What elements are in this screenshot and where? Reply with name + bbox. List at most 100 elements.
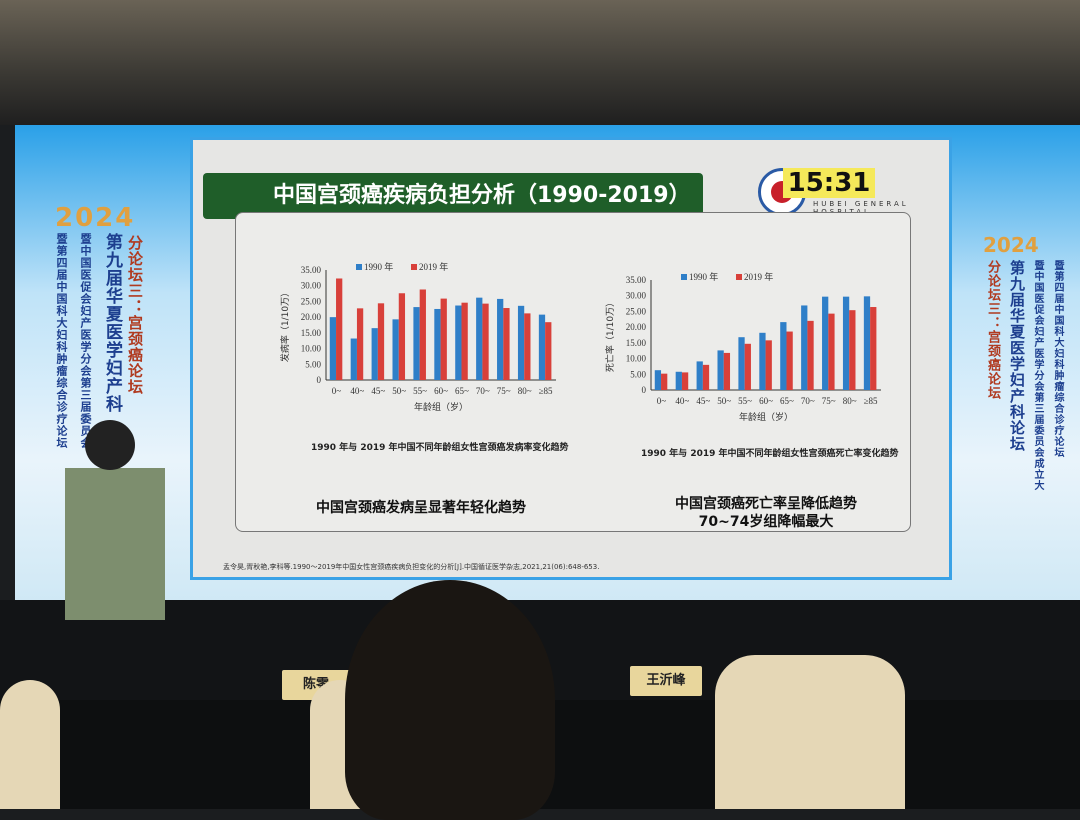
bar-2019 bbox=[681, 372, 689, 390]
banner-forum-right: 分论坛三：宫颈癌论坛 bbox=[985, 260, 1000, 400]
x-tick-label: 45~ bbox=[371, 386, 385, 396]
bar-2019 bbox=[503, 308, 510, 380]
y-tick-label: 25.00 bbox=[301, 296, 322, 306]
x-tick-label: 65~ bbox=[780, 396, 794, 406]
x-tick-label: 50~ bbox=[717, 396, 731, 406]
mortality-caption: 1990 年与 2019 年中国不同年龄组女性宫颈癌死亡率变化趋势 bbox=[641, 449, 899, 459]
y-axis-label: 发病率（1/10万） bbox=[279, 288, 291, 362]
bar-1990 bbox=[517, 305, 525, 380]
x-tick-label: 45~ bbox=[696, 396, 710, 406]
mortality-chart: 0 5.00 10.00 15.00 20.00 25.00 30.00 35.00 死亡率（1… bbox=[604, 271, 881, 423]
x-axis-label: 年龄组（岁） bbox=[414, 401, 468, 413]
y-tick-label: 10.00 bbox=[301, 344, 322, 354]
bar-2019 bbox=[524, 313, 531, 380]
y-tick-label: 30.00 bbox=[301, 281, 322, 291]
bar-2019 bbox=[849, 310, 856, 390]
x-tick-label: 55~ bbox=[738, 396, 752, 406]
bar-1990 bbox=[455, 305, 462, 380]
bar-2019 bbox=[723, 352, 731, 390]
podium bbox=[65, 468, 165, 620]
x-tick-label: 80~ bbox=[843, 396, 857, 406]
right-banner: 2024 分论坛三：宫颈癌论坛 第九届华夏医学妇产科论坛 暨中国医促会妇产医学分… bbox=[955, 125, 1080, 595]
legend-label: 2019 年 bbox=[744, 271, 773, 282]
x-tick-label: 65~ bbox=[455, 386, 469, 396]
conclusion-mortality-1: 中国宫颈癌死亡率呈降低趋势 bbox=[675, 496, 857, 512]
legend-swatch bbox=[411, 264, 417, 270]
bar-2019 bbox=[356, 308, 364, 380]
bar-2019 bbox=[419, 289, 426, 380]
bar-2019 bbox=[545, 322, 552, 380]
y-tick-label: 20.00 bbox=[301, 312, 322, 322]
x-tick-label: 80~ bbox=[518, 386, 532, 396]
x-tick-label: ≥85 bbox=[539, 386, 553, 396]
incidence-chart: 0 5.00 10.00 15.00 20.00 25.00 30.00 35.00 发病率（1… bbox=[279, 261, 556, 413]
ceiling bbox=[0, 0, 1080, 125]
x-tick-label: 60~ bbox=[434, 386, 448, 396]
left-banner: 2024 分论坛三：宫颈癌论坛 第九届华夏医学妇产科 暨中国医促会妇产医学分会第… bbox=[15, 125, 190, 595]
x-tick-label: 55~ bbox=[413, 386, 427, 396]
banner-year-right: 2024 bbox=[983, 233, 1039, 257]
legend-swatch bbox=[736, 274, 742, 280]
bar-1990 bbox=[497, 298, 504, 380]
banner-year: 2024 bbox=[55, 203, 136, 233]
slide: 中国宫颈癌疾病负担分析（1990-2019） 15:31 HUBEI GENER… bbox=[190, 137, 952, 580]
bar-1990 bbox=[738, 337, 745, 390]
x-tick-label: 40~ bbox=[675, 396, 689, 406]
y-tick-label: 15.00 bbox=[626, 338, 647, 348]
y-tick-label: 0 bbox=[317, 375, 322, 385]
y-tick-label: 35.00 bbox=[301, 265, 322, 275]
banner-title-right: 第九届华夏医学妇产科论坛 bbox=[1008, 260, 1026, 452]
banner-forum: 分论坛三：宫颈癌论坛 bbox=[126, 235, 144, 395]
x-tick-label: 70~ bbox=[476, 386, 490, 396]
bar-2019 bbox=[461, 302, 468, 380]
x-tick-label: 40~ bbox=[350, 386, 364, 396]
bar-1990 bbox=[822, 296, 829, 390]
chair bbox=[715, 655, 905, 809]
x-tick-label: 75~ bbox=[497, 386, 511, 396]
bar-1990 bbox=[801, 305, 808, 390]
legend-label: 1990 年 bbox=[364, 261, 393, 272]
x-tick-label: 75~ bbox=[822, 396, 836, 406]
bar-1990 bbox=[538, 314, 546, 380]
audience-head bbox=[345, 580, 555, 820]
bar-2019 bbox=[377, 303, 385, 380]
x-tick-label: 50~ bbox=[392, 386, 406, 396]
nameplate-right: 王沂峰 bbox=[630, 666, 702, 696]
speaker bbox=[85, 420, 135, 470]
bar-2019 bbox=[765, 340, 772, 390]
bar-2019 bbox=[744, 343, 751, 390]
y-tick-label: 0 bbox=[642, 385, 647, 395]
reference: 孟令昊,胥秋艳,李科等.1990～2019年中国女性宫颈癌疾病负担变化的分析[J… bbox=[223, 563, 600, 571]
y-tick-label: 5.00 bbox=[630, 369, 646, 379]
bar-1990 bbox=[476, 297, 483, 380]
bar-2019 bbox=[440, 298, 447, 380]
bar-1990 bbox=[392, 319, 399, 380]
content-box: 0 5.00 10.00 15.00 20.00 25.00 30.00 35.00 发病率（1… bbox=[235, 212, 911, 532]
legend-swatch bbox=[681, 274, 687, 280]
y-tick-label: 20.00 bbox=[626, 322, 647, 332]
x-tick-label: 70~ bbox=[801, 396, 815, 406]
bar-2019 bbox=[870, 307, 877, 390]
bar-1990 bbox=[759, 332, 766, 390]
y-tick-label: 5.00 bbox=[305, 359, 321, 369]
conclusion-incidence: 中国宫颈癌发病呈显著年轻化趋势 bbox=[316, 500, 526, 516]
y-tick-label: 30.00 bbox=[626, 291, 647, 301]
y-tick-label: 25.00 bbox=[626, 306, 647, 316]
bar-1990 bbox=[696, 361, 703, 390]
banner-sub1-right: 暨中国医促会妇产医学分会第三届委员会成立大 bbox=[1032, 260, 1043, 491]
bar-1990 bbox=[675, 371, 682, 390]
y-tick-label: 10.00 bbox=[626, 354, 647, 364]
bar-1990 bbox=[863, 296, 871, 390]
x-axis-label: 年龄组（岁） bbox=[739, 411, 793, 423]
y-tick-label: 15.00 bbox=[301, 328, 322, 338]
bar-2019 bbox=[482, 303, 489, 380]
y-axis-label: 死亡率（1/10万） bbox=[604, 298, 616, 372]
bar-1990 bbox=[717, 350, 724, 390]
x-tick-label: 0~ bbox=[332, 386, 342, 396]
bar-2019 bbox=[702, 364, 710, 390]
incidence-caption: 1990 年与 2019 年中国不同年龄组女性宫颈癌发病率变化趋势 bbox=[311, 443, 569, 453]
bar-1990 bbox=[329, 317, 337, 380]
clock: 15:31 bbox=[783, 168, 875, 198]
banner-sub2: 暨第四届中国科大妇科肿瘤综合诊疗论坛 bbox=[55, 233, 68, 449]
bar-1990 bbox=[780, 322, 787, 390]
